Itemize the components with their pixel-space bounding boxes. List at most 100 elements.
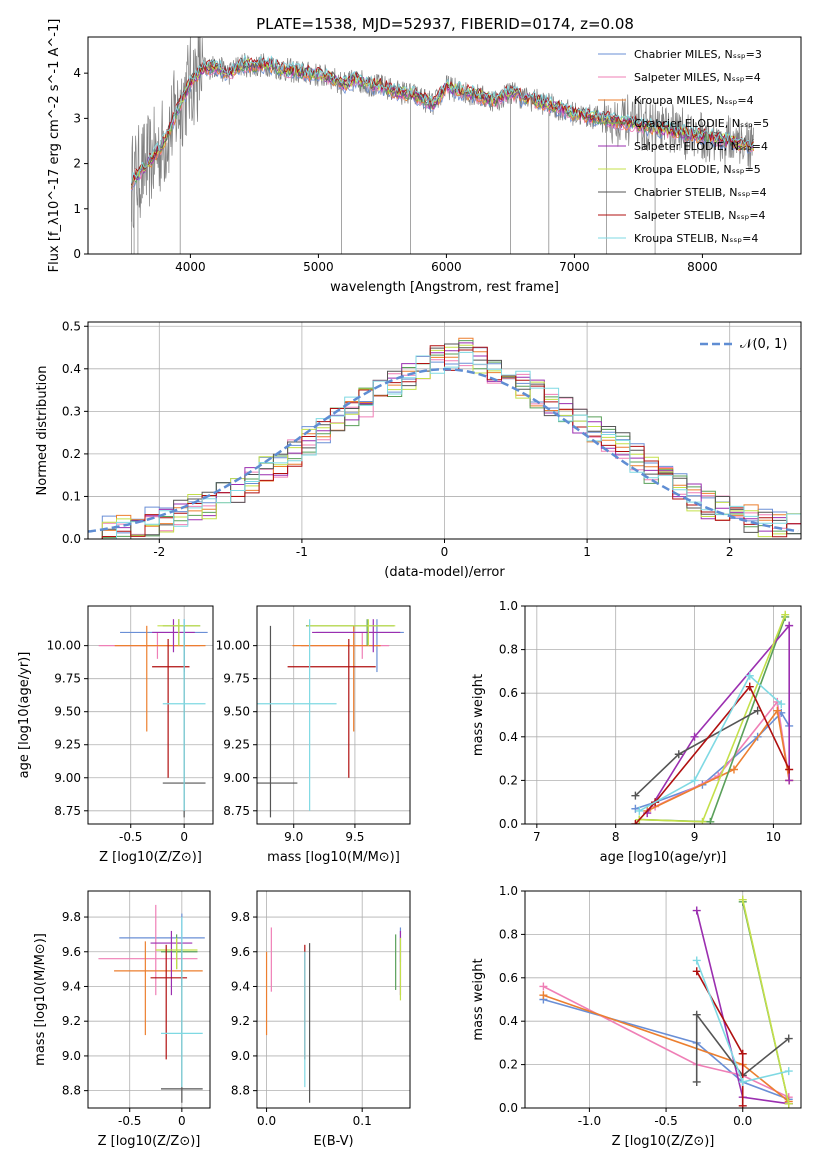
mass-z-point-salpeter_elodie: [150, 930, 193, 996]
x-axis-label: E(B-V): [313, 1134, 353, 1149]
plot-area: [98, 904, 205, 1103]
y-tick-label: 8.8: [62, 1084, 81, 1098]
chart-panel-4: 9.0 9.5 8.75 9.00 9.25 9.50 9.75 10.00 mass [log…: [216, 605, 411, 865]
weight-age-line-kroupa_stelib: [638, 674, 782, 812]
grid: [525, 890, 801, 1109]
weight-age-marker: [745, 682, 754, 691]
age-z-point-kroupa_stelib: [162, 619, 206, 811]
y-tick-label: 8.75: [223, 804, 250, 818]
age-z-point-kroupa_elodie: [157, 619, 201, 646]
axes-frame: [87, 890, 211, 1109]
axes-frame: [87, 321, 802, 540]
y-tick-label: 0.4: [499, 1014, 518, 1028]
weight-age-line-salpeter_elodie: [646, 623, 791, 814]
weight-age-marker: [785, 776, 794, 785]
y-tick-label: 0.6: [499, 971, 518, 985]
x-axis-label: wavelength [Angstrom, rest frame]: [330, 280, 559, 295]
y-tick-label: 9.25: [223, 738, 250, 752]
age-z-point-salpeter_stelib: [152, 639, 190, 778]
y-tick-label: 1.0: [499, 599, 518, 613]
weight-z-marker: [738, 1049, 747, 1058]
x-axis-label: age [log10(age/yr)]: [600, 850, 727, 865]
mass-z-point-kroupa_stelib: [160, 917, 203, 1088]
y-axis-label: mass weight: [471, 958, 486, 1040]
x-tick-label: 9.0: [284, 830, 303, 844]
y-tick-label: 0.0: [62, 532, 81, 546]
y-tick-label: 10.00: [216, 639, 250, 653]
weight-age-marker: [631, 791, 640, 800]
weight-age-marker: [777, 700, 786, 709]
x-tick-label: -1: [296, 545, 308, 559]
chart-panel-5: 7 8 9 10 0.0 0.2 0.4 0.6 0.8 1.0 age [log10(age/yr…: [471, 599, 802, 865]
y-tick-label: 9.75: [223, 672, 250, 686]
weight-z-marker: [692, 1010, 701, 1019]
weight-age-marker: [631, 820, 640, 824]
plot-area: [265, 927, 402, 1103]
y-tick-label: 0: [73, 247, 81, 261]
y-tick-label: 9.00: [54, 771, 81, 785]
mass-z-point-kroupa_elodie: [155, 937, 198, 970]
legend-label: Kroupa MILES, Nₛₛₚ=4: [634, 94, 754, 107]
plot-area: [539, 895, 793, 1108]
weight-z-marker: [692, 1077, 701, 1086]
y-tick-label: 0.1: [62, 489, 81, 503]
age-mass-point-salpeter_stelib: [287, 639, 376, 778]
weight-age-marker: [635, 806, 644, 815]
x-tick-label: 0: [441, 545, 449, 559]
x-tick-label: -0.5: [119, 830, 142, 844]
chart-panel-3: -0.5 0 8.75 9.00 9.25 9.50 9.75 10.00 Z [log10(Z…: [17, 605, 214, 865]
x-tick-label: 10: [766, 830, 781, 844]
y-tick-label: 4: [73, 66, 81, 80]
y-tick-label: 9.0: [62, 1049, 81, 1063]
x-axis-label: Z [log10(Z/Z⊙)]: [612, 1134, 715, 1149]
x-tick-label: 8000: [687, 260, 718, 274]
x-tick-label: -0.5: [654, 1114, 677, 1128]
normal-curve: [88, 368, 799, 533]
y-tick-label: 3: [73, 111, 81, 125]
weight-age-marker: [706, 817, 715, 824]
x-tick-label: 0.0: [257, 1114, 276, 1128]
legend-label: Chabrier ELODIE, Nₛₛₚ=5: [634, 117, 769, 130]
y-tick-label: 9.6: [62, 945, 81, 959]
weight-z-marker: [784, 1099, 793, 1108]
age-mass-point-kroupa_elodie: [307, 619, 396, 646]
y-tick-label: 0.4: [499, 730, 518, 744]
y-tick-label: 9.8: [62, 910, 81, 924]
weight-age-marker: [745, 671, 754, 680]
y-tick-label: 8.8: [231, 1084, 250, 1098]
weight-z-line-salpeter_miles: [543, 985, 790, 1098]
weight-age-marker: [674, 750, 683, 759]
chart-panel-2: -2 -1 0 1 2 0.0 0.1 0.2 0.3 0.4 0.5 (data-model)/er…: [35, 319, 802, 580]
weight-z-marker: [784, 1034, 793, 1043]
x-axis-label: Z [log10(Z/Z⊙)]: [99, 850, 202, 865]
age-z-point-salpeter_elodie: [152, 619, 195, 653]
y-tick-label: 9.4: [231, 979, 250, 993]
age-mass-point-chabrier_stelib: [257, 625, 298, 818]
y-tick-label: 9.8: [231, 910, 250, 924]
axes-frame: [256, 890, 411, 1109]
weight-z-line-kroupa_elodie: [741, 899, 790, 1104]
legend-label: Kroupa ELODIE, Nₛₛₚ=5: [634, 163, 761, 176]
y-axis-label: Normed distribution: [35, 366, 50, 496]
weight-z-marker: [692, 956, 701, 965]
x-tick-label: 8: [612, 830, 620, 844]
legend-label: Chabrier STELIB, Nₛₛₚ=4: [634, 186, 767, 199]
x-tick-label: 0: [178, 1114, 186, 1128]
y-tick-label: 9.50: [223, 705, 250, 719]
legend-label: Salpeter ELODIE, Nₛₛₚ=4: [634, 140, 768, 153]
y-tick-label: 9.2: [231, 1014, 250, 1028]
axes-frame: [256, 605, 411, 825]
x-tick-label: -1.0: [578, 1114, 601, 1128]
y-tick-label: 8.75: [54, 804, 81, 818]
x-tick-label: 7: [533, 830, 541, 844]
grid: [257, 606, 410, 824]
plot-area: [98, 619, 208, 818]
y-tick-label: 0.2: [499, 773, 518, 787]
weight-age-marker: [773, 706, 782, 715]
y-tick-label: 0.3: [62, 404, 81, 418]
plot-area: [131, 37, 754, 254]
legend-label: Chabrier MILES, Nₛₛₚ=3: [634, 48, 762, 61]
x-tick-label: 9: [691, 830, 699, 844]
y-tick-label: 9.75: [54, 672, 81, 686]
